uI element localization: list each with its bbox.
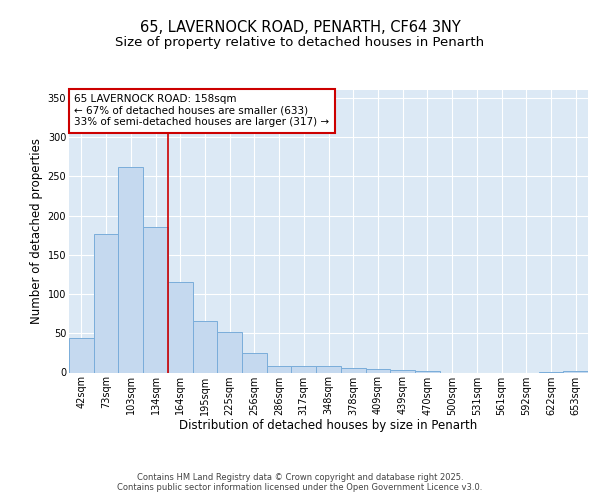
Bar <box>267 366 292 372</box>
Text: 65 LAVERNOCK ROAD: 158sqm
← 67% of detached houses are smaller (633)
33% of semi: 65 LAVERNOCK ROAD: 158sqm ← 67% of detac… <box>74 94 329 128</box>
Bar <box>292 366 316 372</box>
Bar <box>143 228 168 372</box>
Bar <box>242 353 267 372</box>
Text: Contains HM Land Registry data © Crown copyright and database right 2025.
Contai: Contains HM Land Registry data © Crown c… <box>118 473 482 492</box>
Bar <box>217 332 242 372</box>
Bar <box>316 366 341 372</box>
Bar <box>118 167 143 372</box>
Bar <box>168 282 193 372</box>
Bar <box>415 371 440 372</box>
Bar <box>341 368 365 372</box>
Text: Size of property relative to detached houses in Penarth: Size of property relative to detached ho… <box>115 36 485 49</box>
Y-axis label: Number of detached properties: Number of detached properties <box>31 138 43 324</box>
Bar <box>390 370 415 372</box>
Bar <box>193 322 217 372</box>
Bar <box>94 234 118 372</box>
Bar <box>563 371 588 372</box>
Bar <box>69 338 94 372</box>
Text: 65, LAVERNOCK ROAD, PENARTH, CF64 3NY: 65, LAVERNOCK ROAD, PENARTH, CF64 3NY <box>140 20 460 35</box>
X-axis label: Distribution of detached houses by size in Penarth: Distribution of detached houses by size … <box>179 419 478 432</box>
Bar <box>365 368 390 372</box>
